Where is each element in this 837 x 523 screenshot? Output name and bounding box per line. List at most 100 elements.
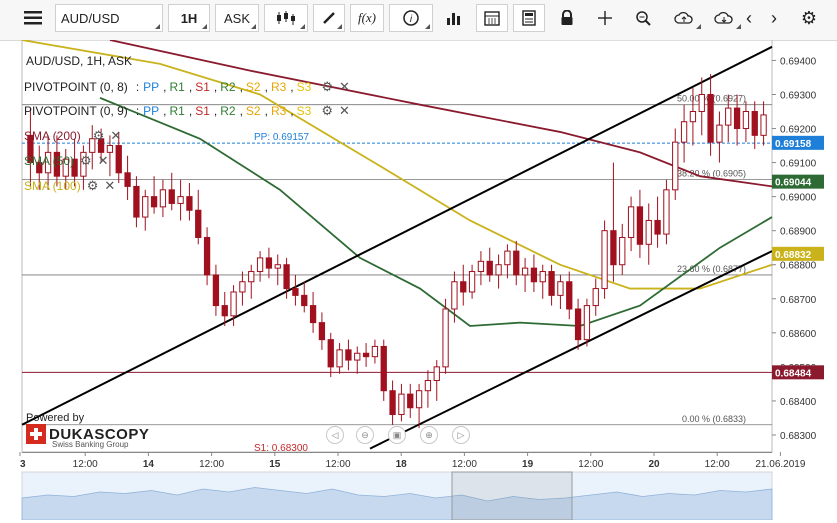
settings-gear-icon[interactable]: ⚙: [321, 103, 333, 118]
settings-gear-icon[interactable]: ⚙: [800, 7, 818, 28]
legend-pivot-2: PIVOTPOINT (0, 9) : PP, R1, S1, R2, S2, R3, S3…: [24, 103, 350, 119]
candle-body: [230, 291, 237, 317]
reset-view-icon[interactable]: ▣: [388, 426, 406, 444]
y-tick-label: 0.69400: [780, 56, 817, 67]
candle-body: [513, 250, 520, 276]
close-icon[interactable]: ✕: [338, 79, 350, 94]
chart-type-button[interactable]: [264, 4, 308, 32]
price-chart[interactable]: 0.69400 0.69300 0.69200 0.69100 0.69000 0.689…: [0, 39, 837, 521]
candle-body: [716, 124, 723, 143]
calendar-icon: [484, 11, 500, 26]
period-label: 1H: [180, 10, 198, 26]
instrument-selector[interactable]: AUD/USD: [55, 4, 163, 32]
zoom-out-icon[interactable]: ⊖: [356, 426, 374, 444]
candle-body: [62, 158, 69, 177]
document-icon: [522, 10, 536, 26]
candle-body: [345, 349, 352, 361]
price-tag-label: 0.68484: [775, 368, 812, 379]
side-selector[interactable]: ASK: [215, 4, 259, 32]
pivot-separator: :: [135, 104, 140, 118]
y-tick-label: 0.68800: [780, 261, 817, 272]
pivot-level-comma: ,: [239, 80, 243, 94]
candle-body: [362, 352, 370, 358]
candle-body: [195, 209, 202, 238]
candle-body: [574, 308, 582, 341]
x-tick-label: 15: [269, 459, 281, 470]
pivot-level-s1: S1: [195, 104, 210, 118]
cloud-upload-icon: [674, 11, 693, 24]
candle-body: [601, 230, 608, 290]
y-tick-label: 0.69200: [780, 125, 817, 136]
chart-area[interactable]: 0.69400 0.69300 0.69200 0.69100 0.69000 0.689…: [0, 39, 837, 521]
candle-body: [610, 230, 617, 266]
candle-body: [327, 339, 334, 368]
crosshair-button[interactable]: [589, 4, 621, 32]
candle-body: [495, 264, 502, 276]
candle-body: [256, 257, 264, 273]
y-tick-label: 0.69000: [780, 193, 817, 204]
orders-button[interactable]: [513, 4, 545, 32]
price-tag: [772, 174, 824, 189]
settings-gear-icon[interactable]: ⚙: [321, 79, 333, 94]
settings-gear-icon[interactable]: ⚙: [80, 153, 92, 168]
calendar-button[interactable]: [476, 4, 508, 32]
pivot-level-r3: R3: [270, 80, 287, 94]
candle-body: [203, 236, 211, 276]
candle-body: [583, 305, 591, 341]
candle-body: [221, 305, 228, 317]
x-tick-label: 21.06.2019: [755, 459, 805, 470]
candle-body: [318, 322, 326, 341]
candle-body: [566, 281, 573, 310]
scroll-right-icon[interactable]: ▷: [452, 426, 470, 444]
info-button[interactable]: i: [389, 4, 433, 32]
pivot-level-comma: ,: [188, 80, 193, 94]
price-tag-label: 0.69044: [775, 178, 812, 189]
settings-gear-icon[interactable]: ⚙: [86, 178, 99, 193]
candle-body: [486, 260, 493, 276]
candle-body: [592, 288, 599, 307]
download-button[interactable]: [704, 4, 744, 32]
lock-icon: [561, 10, 573, 25]
pivot-level-comma: ,: [290, 104, 294, 118]
svg-text:i: i: [410, 14, 413, 25]
period-selector[interactable]: 1H: [168, 4, 210, 32]
candle-body: [398, 393, 405, 416]
settings-gear-icon[interactable]: ⚙: [92, 128, 105, 143]
candle-body: [27, 134, 34, 164]
upload-button[interactable]: [664, 4, 704, 32]
x-tick-label: 14: [143, 459, 155, 470]
chevron-right-icon[interactable]: ›: [771, 7, 777, 28]
cloud-download-icon: [714, 11, 733, 24]
legend-pivot-1: PIVOTPOINT (0, 8) : PP, R1, S1, R2, S2, R3, S3…: [24, 79, 350, 95]
pivot-level-comma: ,: [290, 80, 294, 94]
candle-body: [115, 145, 122, 174]
y-tick-label: 0.69300: [780, 90, 817, 101]
zoom-button[interactable]: [627, 4, 659, 32]
candle-body: [212, 274, 220, 307]
menu-icon[interactable]: [18, 4, 48, 32]
drawing-tool-button[interactable]: [313, 4, 345, 32]
pivot-level-s3: S3: [296, 104, 312, 118]
fib-level-label: 23.60 % (0.6877): [677, 264, 746, 274]
legend-sma-100: SMA (100) ⚙ ✕: [24, 178, 115, 194]
candle-body: [36, 162, 43, 174]
indicators-button[interactable]: f(x): [350, 4, 384, 32]
volume-button[interactable]: [438, 4, 470, 32]
x-tick-label: 3: [20, 459, 26, 470]
close-icon[interactable]: ✕: [97, 153, 109, 168]
pivot-level-comma: ,: [213, 104, 218, 118]
close-icon[interactable]: ✕: [104, 178, 116, 193]
close-icon[interactable]: ✕: [110, 128, 122, 143]
candle-body: [760, 114, 767, 136]
candle-body: [133, 185, 140, 218]
lock-button[interactable]: [551, 4, 583, 32]
close-icon[interactable]: ✕: [338, 103, 350, 118]
chevron-left-icon[interactable]: ‹: [746, 7, 752, 28]
candle-body: [106, 145, 114, 153]
pivot-level-comma: ,: [213, 80, 218, 94]
candle-body: [177, 196, 184, 204]
candle-body: [451, 281, 458, 310]
scroll-left-icon[interactable]: ◁: [326, 426, 344, 444]
zoom-in-icon[interactable]: ⊕: [420, 426, 438, 444]
pivot-level-s3: S3: [296, 80, 312, 94]
